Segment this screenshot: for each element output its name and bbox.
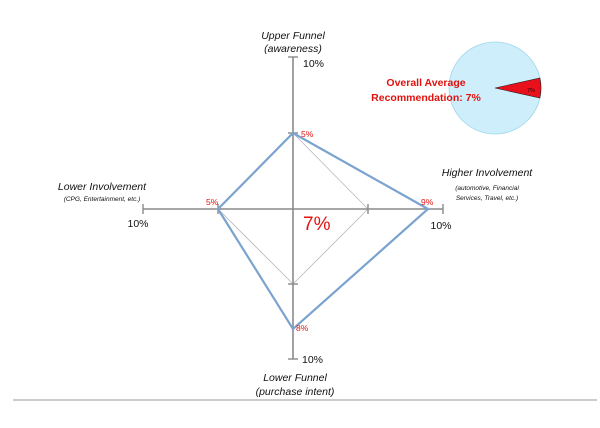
overall-average-label-line2: Recommendation: 7% (371, 92, 481, 104)
data-point-upper (291, 131, 295, 135)
center-average-label: 7% (303, 214, 331, 235)
axis-subtitle-upper: (awareness) (264, 43, 322, 55)
axis-subtitle-higher-line2: Services, Travel, etc.) (456, 195, 518, 202)
pie-slice (494, 77, 542, 99)
point-label-lower-funnel: 8% (296, 323, 309, 333)
overall-average-label-line1: Overall Average (386, 77, 465, 89)
data-point-lower_funnel (291, 327, 295, 331)
point-label-upper: 5% (301, 129, 314, 139)
point-label-lower-involvement: 5% (206, 197, 219, 207)
axis-title-lower-funnel: Lower Funnel (263, 372, 327, 384)
axis-title-higher: Higher Involvement (442, 167, 534, 179)
axis-subtitle-lower-involvement: (CPG, Entertainment, etc.) (64, 196, 141, 203)
axis-max-lower-funnel: 10% (302, 354, 323, 366)
data-point-higher (426, 207, 430, 211)
overall-pie: 7% (448, 41, 542, 135)
grid-diamond-edge-upper (292, 132, 369, 210)
axis-title-lower-involvement: Lower Involvement (58, 181, 147, 193)
axis-max-upper: 10% (303, 58, 324, 70)
axis-subtitle-lower-funnel: (purchase intent) (256, 386, 335, 398)
grid-diamond-edge-lower_funnel (217, 208, 294, 285)
grid-diamond-edge-higher (292, 208, 369, 285)
axis-max-lower-involvement: 10% (127, 218, 148, 230)
axis-title-upper: Upper Funnel (261, 30, 325, 42)
axis-subtitle-higher-line1: (automotive, Financial (455, 185, 519, 192)
axis-max-higher: 10% (430, 220, 451, 232)
data-point-lower_involvement (216, 207, 220, 211)
point-label-higher: 9% (421, 197, 434, 207)
pie-slice-label: 7% (527, 88, 535, 94)
data-polygon-group (216, 131, 430, 331)
